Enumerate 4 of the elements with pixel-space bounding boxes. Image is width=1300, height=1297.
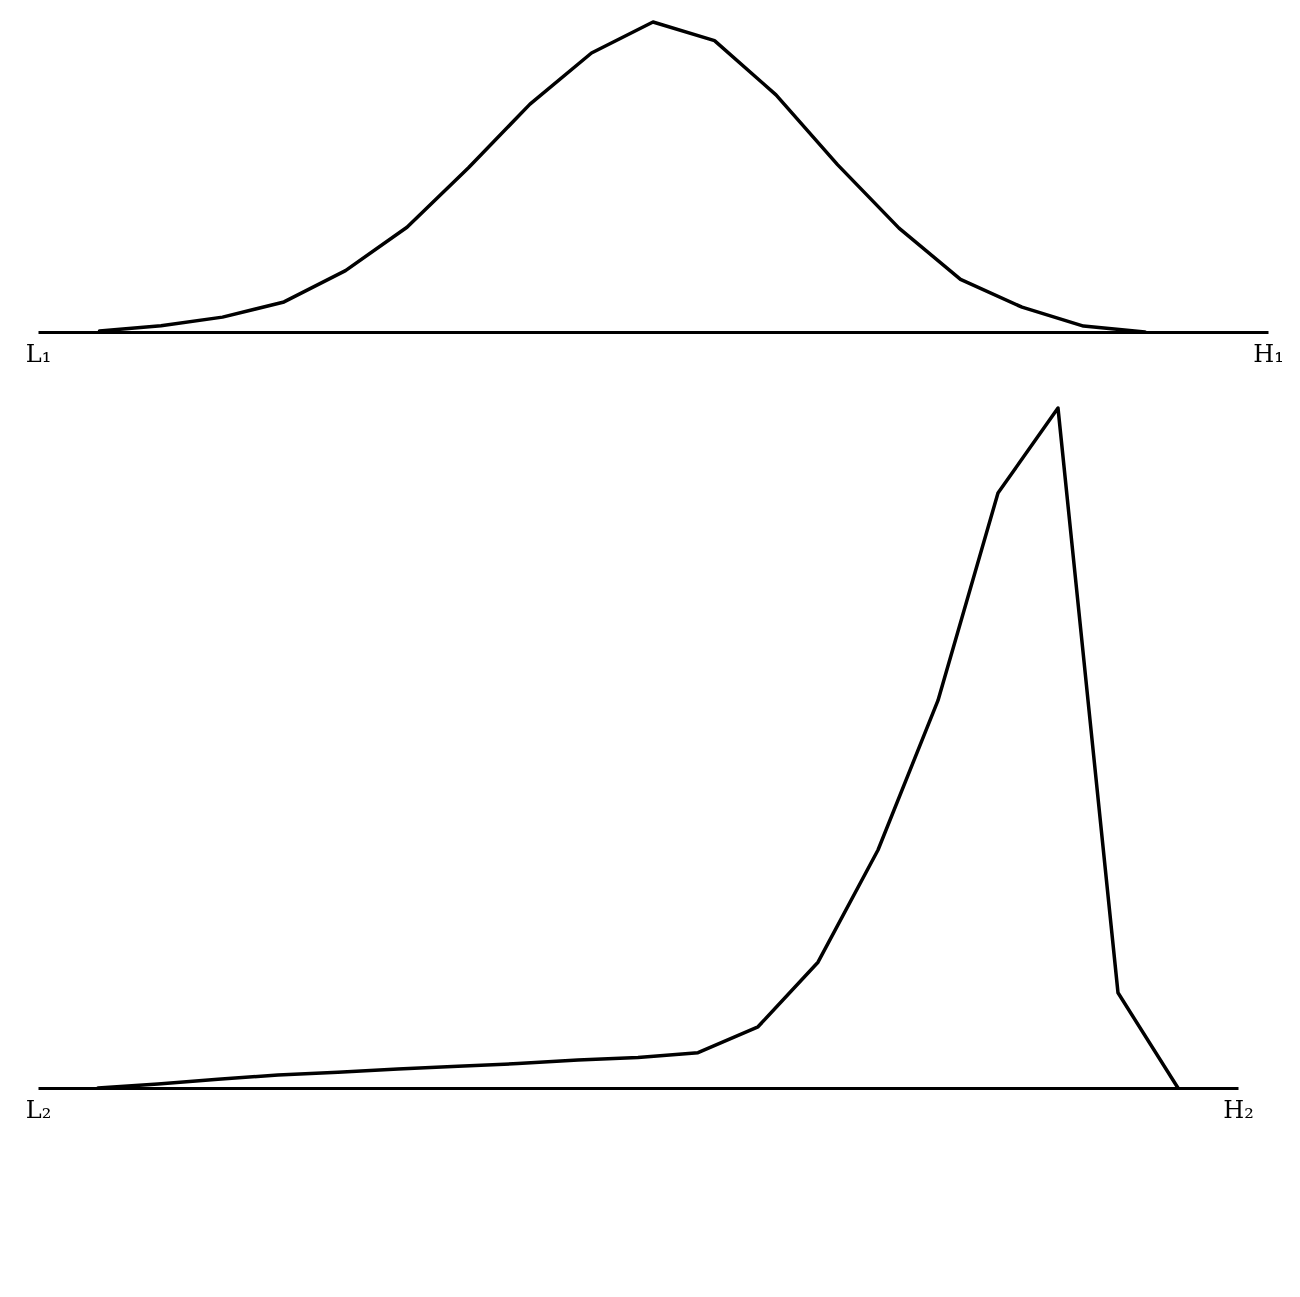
x-tick-label: L₁ xyxy=(25,339,52,368)
x-tick-label: H₂ xyxy=(1223,1095,1254,1124)
x-tick-label: L₂ xyxy=(25,1095,52,1124)
x-tick-label: H₁ xyxy=(1253,339,1284,368)
